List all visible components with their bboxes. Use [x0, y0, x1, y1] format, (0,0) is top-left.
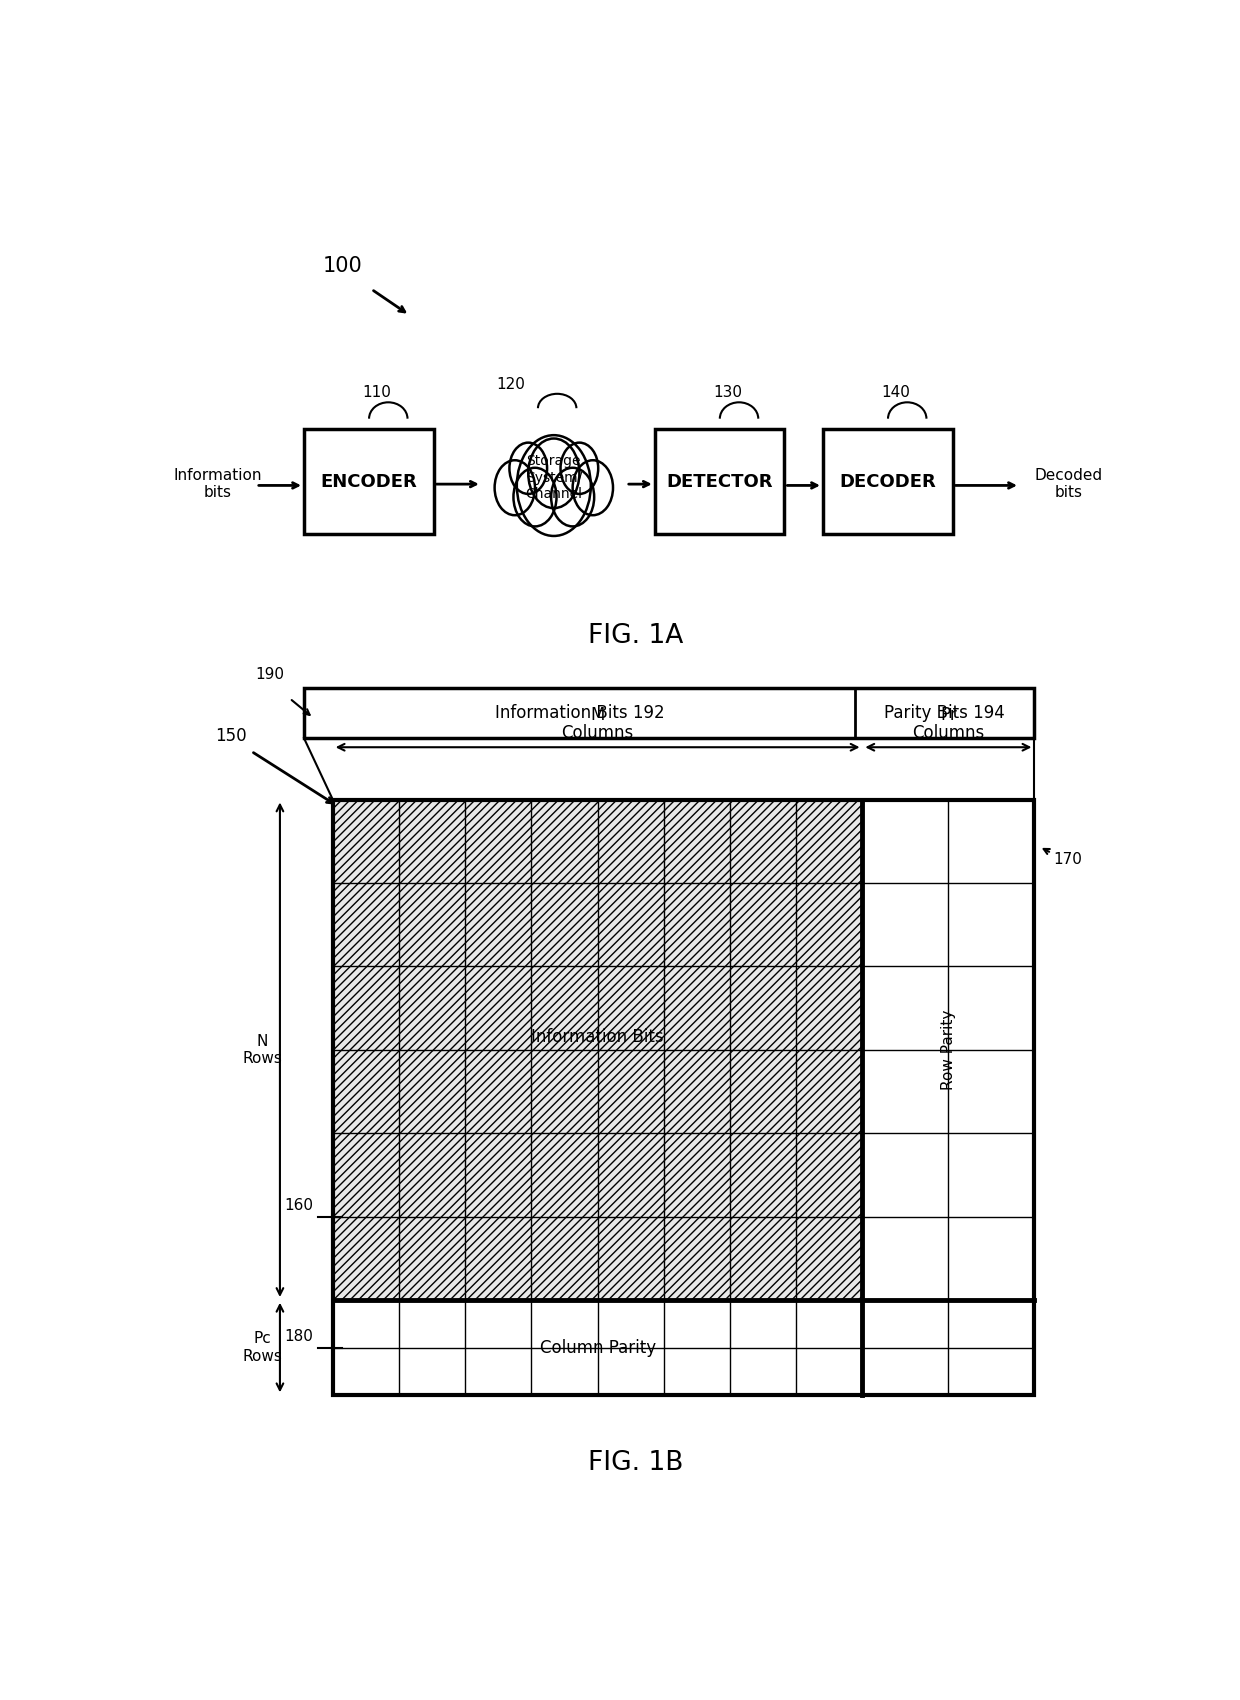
- Text: 130: 130: [713, 386, 742, 401]
- FancyBboxPatch shape: [304, 428, 434, 534]
- FancyBboxPatch shape: [655, 428, 785, 534]
- Text: DETECTOR: DETECTOR: [666, 473, 773, 491]
- Text: 170: 170: [1054, 852, 1083, 867]
- Circle shape: [510, 442, 547, 495]
- Circle shape: [528, 439, 579, 508]
- Text: 110: 110: [362, 386, 391, 401]
- Text: 160: 160: [284, 1197, 314, 1212]
- Text: 180: 180: [285, 1329, 314, 1343]
- Text: FIG. 1B: FIG. 1B: [588, 1450, 683, 1476]
- Circle shape: [495, 461, 534, 515]
- Text: 190: 190: [255, 666, 285, 682]
- Circle shape: [560, 442, 598, 495]
- Circle shape: [551, 468, 594, 527]
- Text: FIG. 1A: FIG. 1A: [588, 622, 683, 649]
- Text: 140: 140: [882, 386, 910, 401]
- Text: 120: 120: [496, 377, 525, 393]
- Text: Information Bits: Information Bits: [531, 1028, 663, 1046]
- Text: Pr: Pr: [940, 706, 957, 724]
- Text: DECODER: DECODER: [839, 473, 936, 491]
- FancyBboxPatch shape: [332, 1300, 1034, 1396]
- Text: 100: 100: [324, 257, 363, 275]
- Text: Information
bits: Information bits: [174, 468, 262, 500]
- FancyBboxPatch shape: [304, 688, 1034, 738]
- Circle shape: [517, 435, 590, 536]
- Text: Columns: Columns: [913, 724, 985, 741]
- Text: Row Parity: Row Parity: [941, 1010, 956, 1090]
- Circle shape: [573, 461, 613, 515]
- Text: Information Bits 192: Information Bits 192: [495, 704, 665, 722]
- Text: ENCODER: ENCODER: [320, 473, 417, 491]
- Text: Column Parity: Column Parity: [539, 1338, 656, 1357]
- Text: M: M: [590, 706, 605, 724]
- Text: Decoded
bits: Decoded bits: [1034, 468, 1102, 500]
- Text: Pc
Rows: Pc Rows: [243, 1331, 283, 1363]
- Text: Storage
System/
Channel: Storage System/ Channel: [526, 454, 583, 502]
- Text: Columns: Columns: [562, 724, 634, 741]
- Text: 150: 150: [215, 726, 247, 745]
- Text: Parity Bits 194: Parity Bits 194: [884, 704, 1006, 722]
- Circle shape: [513, 468, 557, 527]
- FancyBboxPatch shape: [332, 799, 863, 1300]
- FancyBboxPatch shape: [863, 799, 1034, 1300]
- Text: N
Rows: N Rows: [243, 1034, 283, 1066]
- FancyBboxPatch shape: [823, 428, 952, 534]
